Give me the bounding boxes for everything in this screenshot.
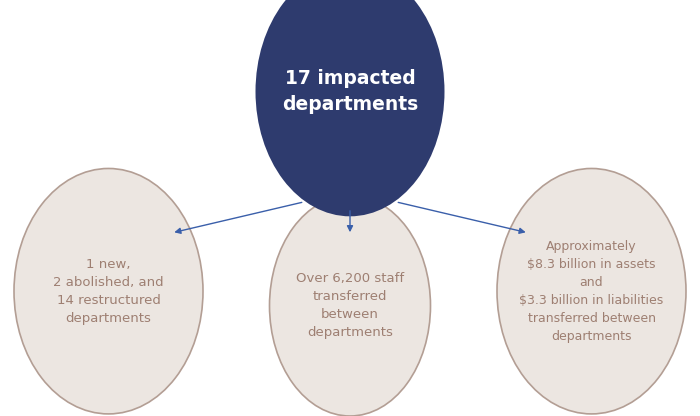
Ellipse shape	[270, 196, 430, 416]
Ellipse shape	[256, 0, 444, 216]
Text: 1 new,
2 abolished, and
14 restructured
departments: 1 new, 2 abolished, and 14 restructured …	[53, 258, 164, 325]
Ellipse shape	[14, 168, 203, 414]
Text: 17 impacted
departments: 17 impacted departments	[282, 69, 418, 114]
Text: Over 6,200 staff
transferred
between
departments: Over 6,200 staff transferred between dep…	[296, 272, 404, 339]
Ellipse shape	[497, 168, 686, 414]
Text: Approximately
$8.3 billion in assets
and
$3.3 billion in liabilities
transferred: Approximately $8.3 billion in assets and…	[519, 240, 664, 343]
